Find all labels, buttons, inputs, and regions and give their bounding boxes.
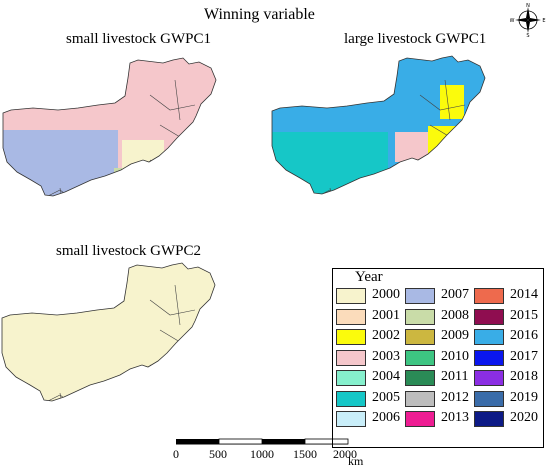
- legend-label: 2015: [510, 307, 538, 323]
- legend-label: 2005: [372, 389, 400, 405]
- legend-label: 2017: [510, 348, 538, 364]
- legend-swatch: [336, 329, 366, 345]
- compass-s: S: [526, 33, 529, 38]
- legend-label: 2018: [510, 369, 538, 384]
- legend-swatch: [474, 329, 504, 345]
- legend-label: 2008: [441, 307, 469, 323]
- scale-tick-0: 0: [173, 447, 179, 461]
- legend-label: 2016: [510, 328, 538, 343]
- legend-swatch: [474, 349, 504, 366]
- legend-swatch: [474, 308, 504, 325]
- map-title-small-gwpc2: small livestock GWPC2: [56, 243, 201, 259]
- figure-title: Winning variable: [204, 6, 315, 23]
- legend-label: 2010: [441, 348, 469, 364]
- legend-swatch: [474, 288, 504, 304]
- compass-rose-icon: N E S W: [510, 3, 546, 38]
- legend-swatch: [405, 288, 435, 304]
- compass-w: W: [510, 18, 515, 24]
- legend-swatch: [405, 390, 435, 407]
- legend-swatch: [405, 411, 435, 427]
- legend-label: 2012: [441, 389, 469, 405]
- compass-e: E: [542, 18, 545, 24]
- legend-swatch: [474, 411, 504, 427]
- legend-label: 2000: [372, 287, 400, 302]
- map-title-small-gwpc1: small livestock GWPC1: [66, 31, 211, 47]
- legend-label: 2013: [441, 410, 469, 425]
- legend-label: 2014: [510, 287, 538, 302]
- scale-tick-1000: 1000: [250, 447, 274, 461]
- legend-label: 2003: [372, 348, 400, 364]
- legend-swatch: [336, 349, 366, 366]
- scale-tick-500: 500: [209, 447, 227, 461]
- legend-label: 2011: [441, 369, 469, 384]
- legend-box: [332, 268, 544, 448]
- map-small-livestock-gwpc2: [1, 262, 216, 402]
- compass-n: N: [526, 3, 530, 9]
- legend-label: 2006: [372, 410, 400, 425]
- legend-label: 2007: [441, 287, 469, 302]
- legend-swatch: [405, 349, 435, 366]
- legend-swatch: [405, 370, 435, 386]
- map-small-livestock-gwpc1: [2, 57, 217, 197]
- legend-label: 2002: [372, 328, 400, 343]
- legend-swatch: [336, 390, 366, 407]
- legend-swatch: [336, 288, 366, 304]
- legend-title: Year: [355, 269, 383, 285]
- legend-label: 2004: [372, 369, 400, 384]
- legend-swatch: [474, 390, 504, 407]
- legend-label: 2009: [441, 328, 469, 343]
- scale-tick-2000: 2000: [333, 447, 357, 461]
- legend-swatch: [405, 329, 435, 345]
- legend-swatch: [336, 308, 366, 325]
- map-title-large-gwpc1: large livestock GWPC1: [344, 31, 487, 47]
- scale-unit: km: [348, 454, 364, 468]
- legend-swatch: [336, 411, 366, 427]
- legend-label: 2001: [372, 307, 400, 323]
- legend-swatch: [336, 370, 366, 386]
- legend-label: 2019: [510, 389, 538, 405]
- legend-label: 2020: [510, 410, 538, 425]
- legend-swatch: [474, 370, 504, 386]
- legend-swatch: [405, 308, 435, 325]
- map-large-livestock-gwpc1: [271, 55, 486, 195]
- scale-tick-1500: 1500: [293, 447, 317, 461]
- scale-bar: [176, 438, 349, 445]
